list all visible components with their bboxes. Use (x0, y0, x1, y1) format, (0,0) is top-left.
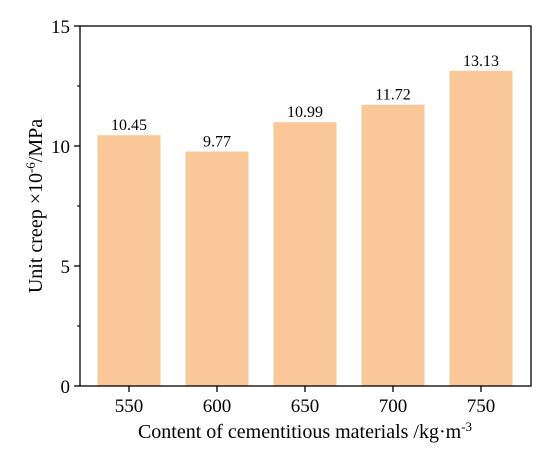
y-tick-label-15: 15 (51, 17, 70, 38)
y-tick-label-5: 5 (61, 257, 71, 278)
x-axis-title-exponent: -3 (461, 419, 472, 434)
y-axis-title: Unit creep ×10-6/MPa (23, 119, 47, 293)
bars-group (97, 70, 513, 387)
x-axis-title-main: Content of cementitious materials /kg·m (138, 421, 462, 443)
bar-700 (361, 104, 425, 386)
bar-600 (185, 151, 249, 386)
data-label-650: 10.99 (287, 104, 323, 121)
x-tick-label-600: 600 (203, 396, 232, 417)
y-axis-title-main: Unit creep ×10 (25, 173, 47, 293)
x-tick-label-700: 700 (379, 396, 408, 417)
data-label-600: 9.77 (203, 134, 231, 151)
bar-750 (449, 70, 513, 386)
x-tick-label-650: 650 (291, 396, 320, 417)
x-tick-label-550: 550 (115, 396, 144, 417)
y-axis-title-unit: /MPa (25, 119, 47, 162)
y-tick-label-10: 10 (51, 137, 70, 158)
x-tick-label-750: 750 (467, 396, 496, 417)
bar-550 (97, 135, 161, 386)
y-axis-ticks: 0 5 10 15 (51, 17, 80, 398)
data-labels-group: 10.45 9.77 10.99 11.72 13.13 (111, 53, 499, 151)
data-label-700: 11.72 (375, 87, 410, 104)
y-tick-label-0: 0 (61, 377, 71, 398)
y-axis-title-exponent: -6 (23, 162, 38, 173)
x-axis-ticks: 550 600 650 700 750 (115, 386, 496, 417)
bar-650 (273, 122, 337, 387)
data-label-550: 10.45 (111, 117, 147, 134)
x-axis-title: Content of cementitious materials /kg·m-… (138, 419, 472, 443)
data-label-750: 13.13 (463, 53, 499, 70)
